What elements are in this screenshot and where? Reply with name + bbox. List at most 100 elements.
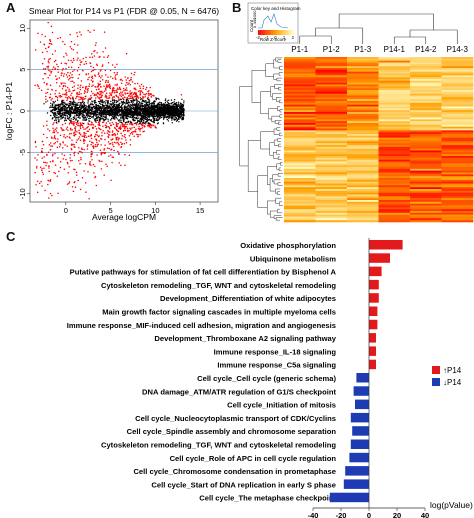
heatmap-cell (410, 124, 442, 127)
non-significant-point (55, 116, 58, 119)
non-significant-point (117, 110, 119, 113)
non-significant-point (79, 105, 81, 108)
non-significant-point (145, 122, 147, 124)
non-significant-point (123, 120, 125, 122)
significant-point (69, 128, 72, 131)
heatmap-cell (410, 150, 442, 153)
significant-point (49, 93, 52, 95)
heatmap-cell (441, 212, 474, 215)
non-significant-point (134, 106, 137, 109)
significant-point (53, 131, 55, 133)
non-significant-point (141, 122, 144, 124)
significant-point (123, 124, 125, 126)
heatmap-cell (347, 113, 379, 116)
heatmap-cell (347, 95, 379, 98)
non-significant-point (56, 112, 58, 114)
significant-point (79, 31, 81, 33)
non-significant-point (102, 104, 104, 107)
heatmap-cell (315, 135, 348, 138)
heatmap-cell (315, 211, 348, 214)
significant-point (89, 123, 91, 126)
non-significant-point (97, 117, 99, 119)
panel-letter-b: B (232, 0, 242, 15)
significant-point (142, 96, 145, 99)
non-significant-point (173, 101, 175, 103)
heatmap-cell (347, 80, 379, 83)
heatmap-cell (378, 69, 411, 72)
significant-point (140, 90, 142, 93)
non-significant-point (82, 117, 85, 119)
significant-point (58, 170, 60, 173)
down-bar (355, 399, 369, 410)
non-significant-point (63, 114, 65, 117)
heatmap-cell (441, 82, 474, 85)
heatmap-cell (284, 132, 316, 135)
non-significant-point (70, 121, 72, 123)
heatmap-cell (441, 165, 474, 168)
color-key-swatch (290, 30, 292, 35)
heatmap-cell (284, 93, 316, 96)
significant-point (139, 87, 142, 90)
significant-point (87, 123, 90, 126)
heatmap-cell (284, 68, 316, 71)
heatmap-cell (378, 185, 411, 188)
non-significant-point (156, 117, 158, 120)
heatmap-cell (315, 84, 348, 87)
heatmap-cell (315, 73, 348, 76)
heatmap-cell (410, 167, 442, 170)
non-significant-point (95, 102, 97, 104)
heatmap-cell (410, 66, 442, 69)
significant-point (48, 180, 50, 182)
significant-point (48, 42, 51, 45)
non-significant-point (78, 111, 81, 113)
heatmap-cell (284, 205, 316, 208)
heatmap-cell (441, 157, 474, 160)
heatmap-cell (284, 179, 316, 182)
heatmap-cell (378, 139, 411, 142)
heatmap-cell (284, 152, 316, 155)
significant-point (136, 133, 138, 136)
significant-point (52, 127, 54, 129)
significant-point (74, 131, 76, 134)
non-significant-point (176, 114, 178, 116)
heatmap-cell (284, 174, 316, 177)
non-significant-point (82, 113, 84, 115)
significant-point (71, 61, 74, 63)
significant-point (83, 142, 85, 145)
non-significant-point (92, 117, 94, 119)
non-significant-point (163, 113, 165, 116)
color-key-count-tick: 0 (252, 25, 257, 28)
significant-point (59, 37, 62, 39)
non-significant-point (107, 99, 109, 102)
heatmap-cell (347, 101, 379, 104)
significant-point (130, 79, 132, 81)
non-significant-point (107, 113, 109, 116)
non-significant-point (158, 106, 160, 109)
non-significant-point (78, 112, 80, 115)
significant-point (118, 162, 120, 164)
significant-point (111, 89, 114, 92)
significant-point (75, 123, 78, 125)
non-significant-point (91, 116, 93, 119)
significant-point (126, 123, 128, 126)
heatmap-cell (378, 152, 411, 155)
heatmap-cell (315, 189, 348, 192)
significant-point (47, 60, 50, 63)
heatmap-cell (378, 137, 411, 140)
non-significant-point (133, 108, 135, 110)
significant-point (75, 121, 77, 124)
non-significant-point (175, 111, 177, 114)
significant-point (105, 81, 107, 83)
significant-point (95, 121, 97, 123)
non-significant-point (157, 116, 159, 118)
significant-point (63, 168, 66, 171)
down-bar (350, 439, 369, 449)
significant-point (97, 92, 100, 95)
non-significant-point (52, 101, 54, 103)
heatmap-cell (315, 190, 348, 193)
significant-point (51, 145, 54, 147)
color-key-tick: 2 (292, 35, 295, 40)
non-significant-point (116, 107, 119, 109)
significant-point (134, 82, 136, 85)
non-significant-point (148, 116, 151, 118)
